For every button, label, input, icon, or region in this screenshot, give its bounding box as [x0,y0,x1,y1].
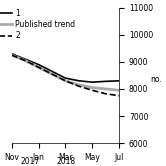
Y-axis label: no.: no. [150,75,162,84]
Text: 2017: 2017 [20,157,40,166]
Published trend [51,73,53,75]
Line: Published trend: Published trend [12,55,119,90]
Published trend [118,89,120,91]
1 [24,58,26,60]
Published trend [91,87,93,89]
2 [78,85,80,87]
2 [51,73,53,75]
Line: 1: 1 [12,54,119,82]
Published trend [24,59,26,61]
2 [64,80,66,82]
1 [11,53,13,55]
2 [105,93,107,95]
1 [91,81,93,83]
Published trend [38,66,40,68]
2 [24,59,26,61]
1 [78,80,80,82]
2 [38,66,40,68]
1 [38,64,40,66]
1 [118,80,120,82]
Line: 2: 2 [12,55,119,96]
Published trend [78,84,80,86]
2 [91,89,93,91]
Published trend [11,54,13,56]
2 [118,95,120,97]
2 [11,54,13,56]
Published trend [105,88,107,90]
1 [105,80,107,82]
1 [64,77,66,79]
Legend: 1, Published trend, 2: 1, Published trend, 2 [0,9,76,40]
Text: 2018: 2018 [57,157,76,166]
Published trend [64,80,66,82]
1 [51,70,53,72]
